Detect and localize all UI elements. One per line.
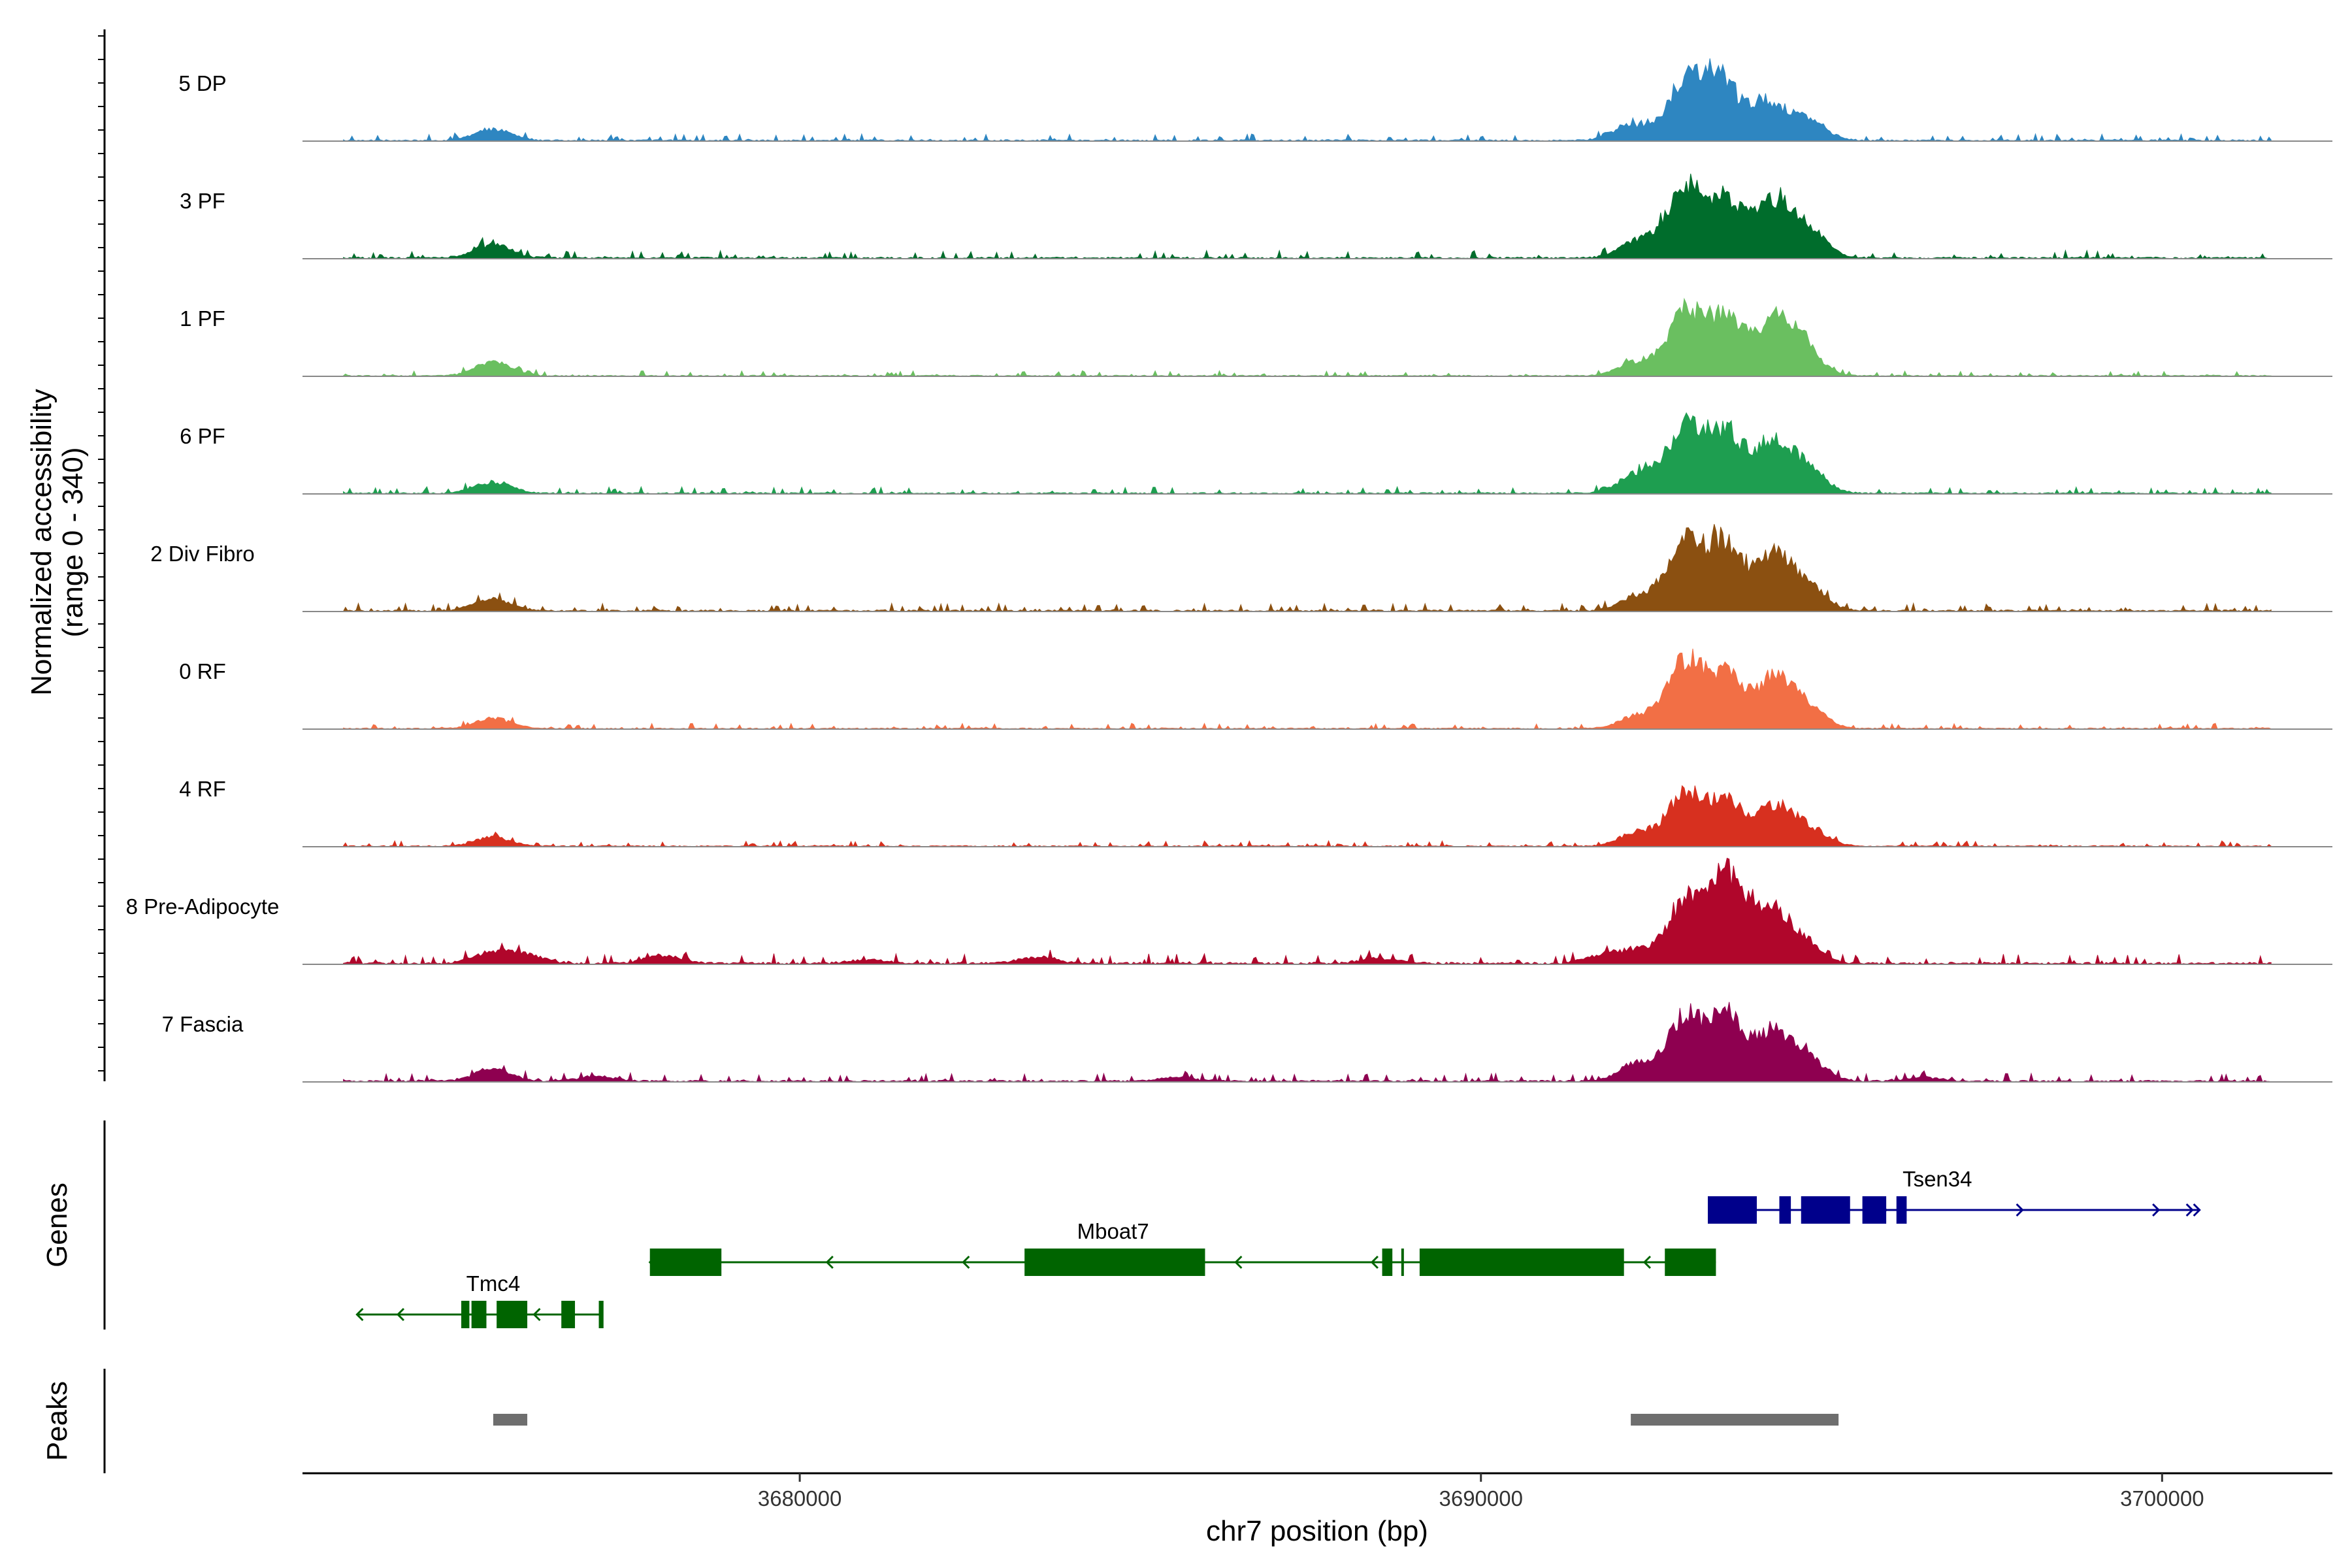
- track-label: 3 PF: [180, 189, 225, 213]
- track-0-rf: 0 RF: [179, 648, 2332, 730]
- gene-exon: [649, 1249, 722, 1276]
- track-3-pf: 3 PF: [180, 173, 2332, 259]
- strand-arrow-icon: [2016, 1203, 2024, 1217]
- x-axis-title: chr7 position (bp): [1206, 1515, 1428, 1547]
- track-6-pf: 6 PF: [180, 412, 2332, 495]
- strand-arrow-icon: [962, 1255, 970, 1269]
- gene-exon: [561, 1301, 576, 1328]
- strand-arrow-icon: [532, 1307, 541, 1322]
- coverage-area: [343, 173, 2272, 259]
- coverage-area: [343, 58, 2272, 142]
- gene-exon: [1896, 1196, 1907, 1224]
- coverage-area: [343, 1002, 2272, 1083]
- gene-exon: [1382, 1249, 1393, 1276]
- gene-label: Tsen34: [1903, 1167, 1972, 1191]
- x-axis-ticks: 3680000 3690000 3700000: [758, 1473, 2204, 1511]
- strand-arrow-icon: [2152, 1203, 2161, 1217]
- track-5-dp: 5 DP: [178, 58, 2332, 142]
- track-4-rf: 4 RF: [179, 777, 2332, 847]
- track-label: 4 RF: [179, 777, 226, 801]
- track-label: 2 Div Fibro: [150, 542, 255, 566]
- track-label: 7 Fascia: [162, 1012, 244, 1036]
- peak-regions: [493, 1414, 1839, 1426]
- gene-exon: [463, 1301, 470, 1328]
- track-label: 1 PF: [180, 306, 225, 331]
- gene-exon: [1801, 1196, 1849, 1224]
- track-1-pf: 1 PF: [180, 297, 2332, 377]
- strand-end-arrow-icon: [355, 1307, 364, 1322]
- coverage-area: [343, 648, 2272, 730]
- gene-exon: [1419, 1249, 1624, 1276]
- track-label: 0 RF: [179, 659, 226, 683]
- track-8-pre-adipocyte: 8 Pre-Adipocyte: [126, 857, 2332, 966]
- track-label: 5 DP: [178, 71, 226, 95]
- strand-end-arrow-icon: [2185, 1203, 2201, 1217]
- gene-exon: [1780, 1196, 1791, 1224]
- strand-arrow-icon: [1370, 1255, 1379, 1269]
- track-label: 8 Pre-Adipocyte: [126, 894, 280, 919]
- strand-arrow-icon: [1234, 1255, 1243, 1269]
- gene-label: Mboat7: [1077, 1219, 1149, 1243]
- x-tick-label: 3690000: [1439, 1486, 1522, 1511]
- strand-arrow-icon: [1642, 1255, 1652, 1269]
- coverage-area: [343, 412, 2272, 495]
- coverage-tracks: 5 DP 3 PF 1 PF 6 PF 2 Div Fibro 0 RF 4 RF 8 Pre…: [126, 58, 2332, 1083]
- strand-arrow-icon: [825, 1255, 834, 1269]
- gene-exon: [472, 1301, 487, 1328]
- coverage-area: [343, 297, 2272, 377]
- gene-exon: [1024, 1249, 1205, 1276]
- gene-exon: [598, 1301, 603, 1328]
- gene-exon: [1709, 1196, 1757, 1224]
- peaks-panel-label: Peaks: [41, 1381, 73, 1461]
- gene-exon: [1665, 1249, 1716, 1276]
- y-axis-title-range: (range 0 - 340): [57, 447, 89, 637]
- gene-annotations: Tsen34 Mboat7 Tmc4: [355, 1167, 2201, 1328]
- genes-panel-label: Genes: [41, 1183, 73, 1267]
- x-tick-label: 3700000: [2120, 1486, 2204, 1511]
- coverage-area: [342, 524, 2272, 613]
- gene-tsen34: Tsen34: [1708, 1167, 2201, 1224]
- peak-region-bar: [1631, 1414, 1839, 1426]
- gene-exon: [497, 1301, 528, 1328]
- strand-arrow-icon: [396, 1307, 405, 1322]
- gene-label: Tmc4: [466, 1271, 521, 1296]
- y-axis-title: Normalized accessibility: [25, 389, 57, 695]
- coverage-area: [343, 785, 2272, 847]
- gene-exon: [1862, 1196, 1887, 1224]
- track-2-div-fibro: 2 Div Fibro: [150, 524, 2332, 613]
- x-tick-label: 3680000: [758, 1486, 841, 1511]
- y-axis: [98, 29, 106, 1081]
- peak-region-bar: [493, 1414, 528, 1426]
- gene-mboat7: Mboat7: [648, 1219, 1716, 1276]
- coverage-area: [343, 857, 2272, 966]
- track-7-fascia: 7 Fascia: [162, 1002, 2332, 1083]
- track-label: 6 PF: [180, 424, 225, 448]
- gene-tmc4: Tmc4: [355, 1271, 604, 1328]
